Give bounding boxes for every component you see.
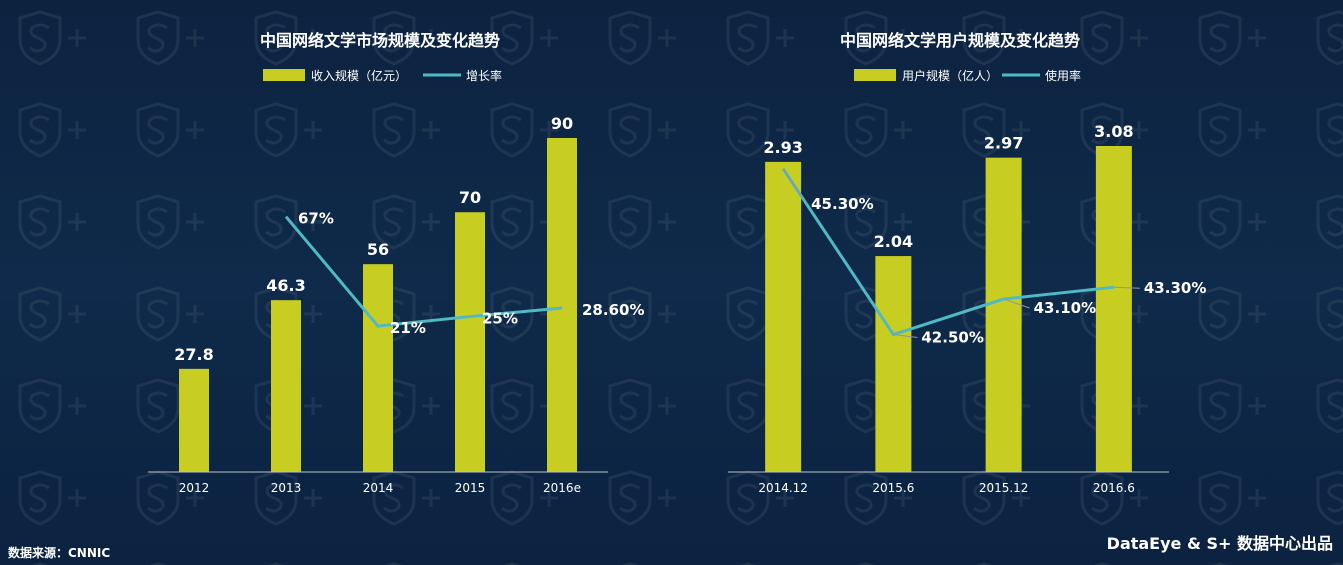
x-tick-label: 2014 bbox=[363, 481, 394, 495]
bar-2016e bbox=[547, 138, 577, 472]
x-tick-label: 2015.6 bbox=[872, 481, 914, 495]
legend-bar-label: 用户规模（亿人） bbox=[902, 68, 998, 83]
chart-title: 中国网络文学市场规模及变化趋势 bbox=[260, 31, 500, 50]
bar-2015 bbox=[455, 212, 485, 472]
bar-value-label: 2.93 bbox=[763, 138, 802, 157]
line-value-label: 25% bbox=[482, 310, 518, 328]
line-value-label: 21% bbox=[390, 319, 426, 337]
rate-line bbox=[781, 167, 1115, 337]
x-tick-label: 2013 bbox=[271, 481, 302, 495]
line-value-label: 67% bbox=[298, 210, 334, 228]
brand-credit: DataEye & S+ 数据中心出品 bbox=[1106, 534, 1333, 553]
legend-bar-label: 收入规模（亿元） bbox=[311, 68, 407, 83]
x-tick-label: 2014.12 bbox=[758, 481, 808, 495]
line-value-label: 43.30% bbox=[1144, 279, 1206, 297]
x-tick-label: 2016.6 bbox=[1093, 481, 1135, 495]
x-tick-label: 2015 bbox=[455, 481, 486, 495]
bar-2015.12 bbox=[985, 157, 1022, 472]
x-tick-label: 2012 bbox=[179, 481, 210, 495]
bar-2014 bbox=[363, 264, 393, 472]
line-value-label: 45.30% bbox=[811, 195, 873, 213]
bar-2016.6 bbox=[1095, 146, 1132, 472]
rate-line bbox=[284, 215, 563, 328]
line-value-label: 28.60% bbox=[582, 301, 644, 319]
legend: 用户规模（亿人） 使用率 bbox=[854, 68, 1081, 83]
data-source-note: 数据来源：CNNIC bbox=[8, 546, 111, 560]
legend-line-label: 增长率 bbox=[466, 68, 502, 83]
bar-value-label: 56 bbox=[367, 240, 389, 259]
bar-value-label: 27.8 bbox=[174, 345, 213, 364]
label-leader-line bbox=[893, 334, 918, 339]
bar-value-label: 2.04 bbox=[874, 232, 913, 251]
label-leader-line bbox=[1113, 286, 1140, 289]
bar-value-label: 3.08 bbox=[1094, 122, 1133, 141]
chart-title: 中国网络文学用户规模及变化趋势 bbox=[840, 31, 1080, 50]
legend-bar-swatch bbox=[263, 69, 305, 81]
x-tick-label: 2016e bbox=[543, 481, 581, 495]
bar-2013 bbox=[271, 300, 301, 472]
user-size-chart: 中国网络文学用户规模及变化趋势 用户规模（亿人） 使用率 2014.12 2015… bbox=[728, 31, 1206, 495]
legend: 收入规模（亿元） 增长率 bbox=[263, 68, 502, 83]
market-size-chart: 中国网络文学市场规模及变化趋势 收入规模（亿元） 增长率 2012 2013 201… bbox=[148, 31, 644, 495]
legend-line-label: 使用率 bbox=[1045, 68, 1081, 83]
bar-2015.6 bbox=[875, 256, 912, 472]
x-tick-label: 2015.12 bbox=[979, 481, 1029, 495]
line-value-label: 43.10% bbox=[1034, 299, 1096, 317]
label-leader-line bbox=[782, 168, 808, 205]
legend-bar-swatch bbox=[854, 69, 896, 81]
line-value-label: 42.50% bbox=[921, 329, 983, 347]
bar-2014.12 bbox=[765, 161, 802, 472]
label-leader-line bbox=[1003, 298, 1030, 309]
bar-value-label: 70 bbox=[459, 188, 481, 207]
bar-value-label: 46.3 bbox=[266, 276, 305, 295]
bar-2012 bbox=[179, 368, 209, 472]
bar-value-label: 90 bbox=[551, 114, 573, 133]
bar-value-label: 2.97 bbox=[984, 134, 1023, 153]
